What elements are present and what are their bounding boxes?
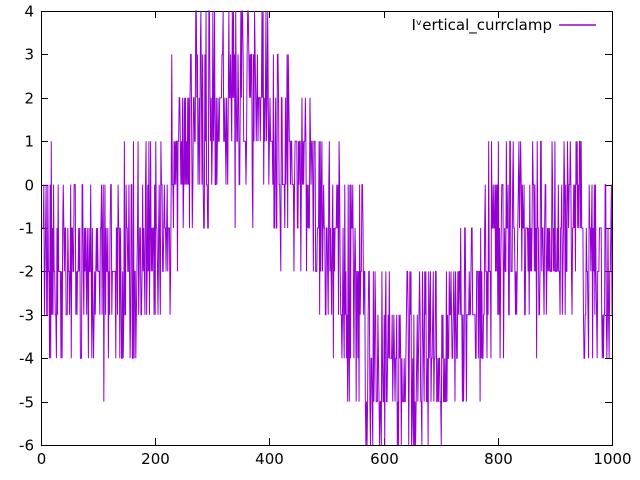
legend-label: Iᵛertical_currclamp (412, 16, 552, 35)
y-tick-label: 3 (24, 46, 34, 64)
y-tick-label: -4 (19, 350, 34, 368)
x-tick-label: 0 (37, 450, 47, 468)
y-tick-label: 0 (24, 177, 34, 195)
x-tick-label: 400 (255, 450, 284, 468)
y-tick-label: -1 (19, 220, 34, 238)
series-line-vertical-currclamp (41, 10, 613, 446)
y-tick-label: -3 (19, 307, 34, 325)
plot-dynamic-layer: 0 200 400 600 800 1000 -6 -5 -4 -3 -2 -1 0 1 2 3 4 (19, 3, 632, 469)
y-tick-label: -6 (19, 437, 34, 455)
x-tick-label: 200 (141, 450, 170, 468)
y-tick-label: -5 (19, 394, 34, 412)
x-tick-label: 600 (370, 450, 399, 468)
y-tick-label: 1 (24, 133, 34, 151)
x-tick-label: 800 (484, 450, 513, 468)
y-tick-label: 2 (24, 90, 34, 108)
y-tick-label: 4 (24, 3, 34, 21)
x-tick-label: 1000 (593, 450, 631, 468)
y-tick-label: -2 (19, 263, 34, 281)
legend: Iᵛertical_currclamp (412, 16, 596, 35)
